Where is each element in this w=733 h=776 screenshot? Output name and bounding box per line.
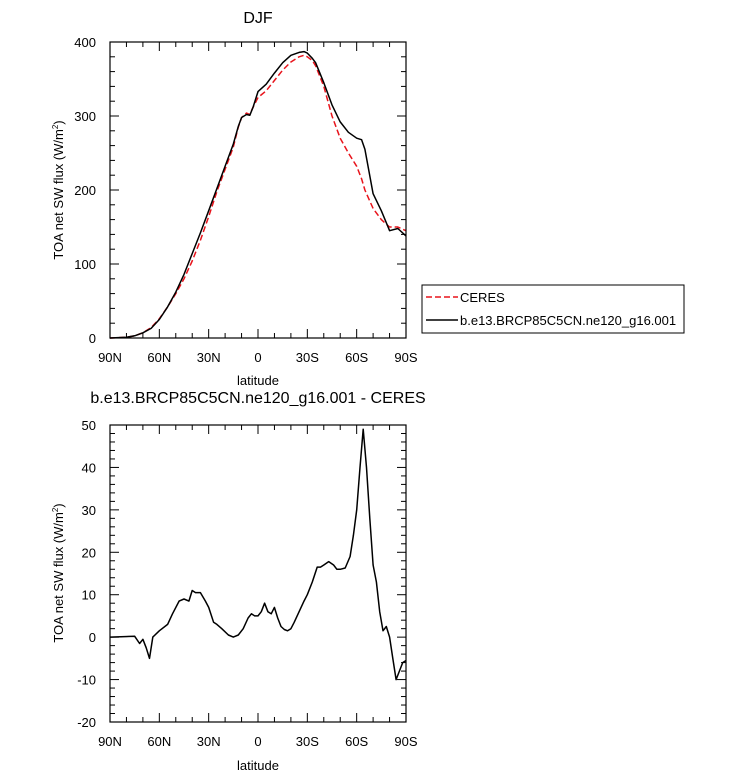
top-series-line-ceres bbox=[109, 54, 407, 339]
bottom-x-tick-label: 60S bbox=[345, 734, 368, 749]
bottom-x-tick-label: 30S bbox=[296, 734, 319, 749]
bottom-x-axis-label: latitude bbox=[237, 758, 279, 773]
top-plot-frame bbox=[109, 41, 407, 339]
top-x-tick-label: 30S bbox=[296, 350, 319, 365]
top-x-tick-label: 30N bbox=[197, 350, 221, 365]
top-y-axis-label: TOA net SW flux (W/m2) bbox=[51, 120, 66, 259]
top-x-axis-label: latitude bbox=[237, 373, 279, 388]
legend-label-ceres: CERES bbox=[460, 290, 505, 305]
bottom-x-tick-label: 90N bbox=[98, 734, 122, 749]
bottom-y-tick-label: 20 bbox=[82, 545, 96, 560]
top-plot-area: 90N 60N 30N 0 30S 60S 90S 0 100 200 300 400 bbox=[74, 35, 418, 365]
bottom-plot-frame bbox=[109, 424, 407, 723]
top-y-tick-label: 100 bbox=[74, 257, 96, 272]
bottom-y-tick-label: -20 bbox=[77, 715, 96, 730]
bottom-x-tick-label: 90S bbox=[394, 734, 417, 749]
top-series-layer bbox=[109, 50, 407, 339]
bottom-y-tick-label: -10 bbox=[77, 673, 96, 688]
top-x-tick-label: 90S bbox=[394, 350, 417, 365]
top-chart-title: DJF bbox=[243, 10, 273, 27]
bottom-plot-area: 90N 60N 30N 0 30S 60S 90S -20 -10 0 10 20 30 40 50 bbox=[77, 418, 418, 749]
top-ticks-layer: 90N 60N 30N 0 30S 60S 90S 0 100 200 300 400 bbox=[74, 35, 418, 365]
legend: CERES b.e13.BRCP85C5CN.ne120_g16.001 bbox=[421, 284, 685, 334]
bottom-y-tick-label: 0 bbox=[89, 630, 96, 645]
top-y-tick-label: 300 bbox=[74, 109, 96, 124]
bottom-y-tick-label: 10 bbox=[82, 588, 96, 603]
legend-box bbox=[421, 284, 685, 334]
top-y-tick-label: 200 bbox=[74, 183, 96, 198]
bottom-series-line-difference bbox=[109, 428, 407, 681]
bottom-panel: b.e13.BRCP85C5CN.ne120_g16.001 - CERES 9… bbox=[51, 390, 426, 773]
legend-label-model: b.e13.BRCP85C5CN.ne120_g16.001 bbox=[460, 313, 676, 328]
bottom-y-axis-label: TOA net SW flux (W/m2) bbox=[51, 503, 66, 642]
bottom-chart-title: b.e13.BRCP85C5CN.ne120_g16.001 - CERES bbox=[90, 390, 425, 407]
bottom-y-tick-label: 50 bbox=[82, 418, 96, 433]
bottom-x-tick-label: 0 bbox=[254, 734, 261, 749]
top-x-tick-label: 60N bbox=[147, 350, 171, 365]
top-series-line-model bbox=[109, 50, 407, 339]
bottom-y-tick-label: 40 bbox=[82, 460, 96, 475]
top-panel: DJF 90N 60N 30N 0 30S 60S 90S 0 100 200 300 400 lat… bbox=[51, 10, 685, 388]
top-x-tick-label: 90N bbox=[98, 350, 122, 365]
bottom-y-tick-label: 30 bbox=[82, 503, 96, 518]
bottom-series-layer bbox=[109, 428, 407, 681]
bottom-x-tick-label: 30N bbox=[197, 734, 221, 749]
top-y-tick-label: 400 bbox=[74, 35, 96, 50]
top-x-tick-label: 60S bbox=[345, 350, 368, 365]
top-y-tick-label: 0 bbox=[89, 331, 96, 346]
bottom-ticks-layer: 90N 60N 30N 0 30S 60S 90S -20 -10 0 10 20 30 40 50 bbox=[77, 418, 418, 749]
top-x-tick-label: 0 bbox=[254, 350, 261, 365]
bottom-x-tick-label: 60N bbox=[147, 734, 171, 749]
